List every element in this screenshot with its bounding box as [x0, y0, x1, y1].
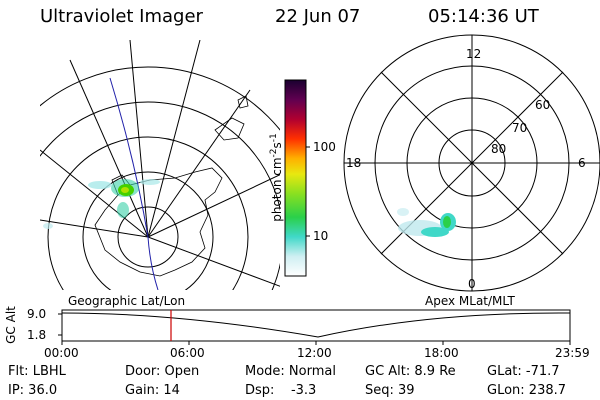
status-gc-alt: GC Alt: 8.9 Re [365, 364, 456, 379]
status-glat: GLat: -71.7 [487, 364, 560, 379]
altitude-ylabel: GC Alt [3, 306, 18, 344]
mlt-label-12: 12 [466, 47, 482, 61]
status-seq: Seq: 39 [365, 383, 415, 398]
colorbar [284, 79, 307, 277]
apex-label: Apex MLat/MLT [425, 294, 515, 308]
status-mode: Mode: Normal [245, 364, 336, 379]
time-label: 05:14:36 UT [428, 6, 539, 27]
mlt-label-6: 6 [578, 156, 586, 170]
colorbar-tick-label-10: 10 [313, 229, 329, 243]
status-ip: IP: 36.0 [8, 383, 58, 398]
time-tick-1200: 12:00 [297, 346, 332, 360]
time-tick-0000: 00:00 [44, 346, 79, 360]
time-tick-2359: 23:59 [555, 346, 590, 360]
mlt-label-0: 0 [468, 277, 476, 291]
altitude-curve [61, 312, 571, 338]
mlat-label-80: 80 [491, 142, 507, 156]
date-label: 22 Jun 07 [275, 6, 361, 27]
status-glon: GLon: 238.7 [487, 383, 567, 398]
geo-aurora [43, 179, 160, 229]
time-tick-1800: 18:00 [424, 346, 459, 360]
meridian-line [109, 77, 159, 290]
colorbar-tick-label-100: 100 [313, 140, 336, 154]
status-door: Door: Open [125, 364, 200, 379]
colorbar-unit-label: photon cm-2s-1 [268, 133, 284, 222]
apex-aurora [397, 208, 456, 237]
geographic-label: Geographic Lat/Lon [68, 294, 186, 308]
altitude-ytick-1: 1.8 [27, 328, 47, 342]
mlt-label-18: 18 [346, 156, 362, 170]
time-tick-0600: 06:00 [170, 346, 205, 360]
status-dsp: Dsp: -3.3 [245, 383, 317, 398]
apex-polar-dial [343, 34, 600, 292]
instrument-title: Ultraviolet Imager [40, 6, 203, 27]
status-gain: Gain: 14 [125, 383, 180, 398]
status-filter: Flt: LBHL [8, 364, 66, 379]
mlat-label-70: 70 [512, 121, 528, 135]
geographic-map [40, 40, 280, 290]
mlat-label-60: 60 [535, 98, 551, 112]
altitude-ytick-9: 9.0 [27, 307, 47, 321]
altitude-plot [58, 309, 571, 345]
